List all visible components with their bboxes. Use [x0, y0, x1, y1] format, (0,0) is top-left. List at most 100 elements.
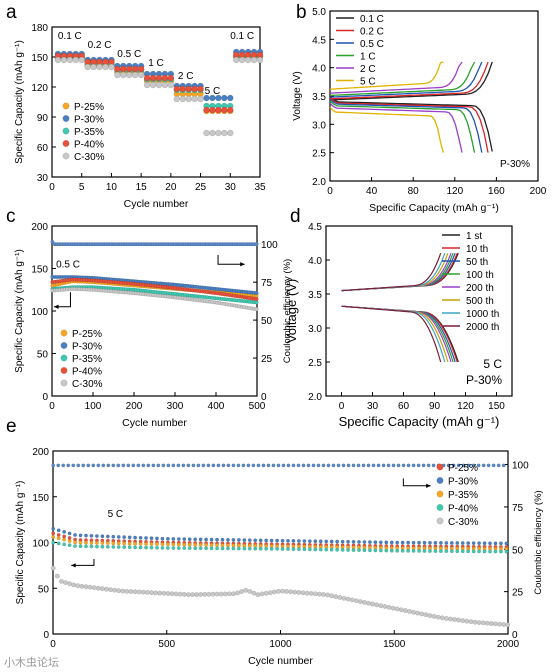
panel-e: e0 500 1000 1500 20000501001502000255075100C… — [6, 416, 544, 667]
legend-entry: 100 th — [466, 270, 494, 281]
data-point — [357, 599, 363, 604]
data-point — [243, 587, 249, 593]
data-point — [460, 618, 466, 624]
y-tick-label: 3.0 — [308, 324, 322, 335]
legend-entry: P-30% — [74, 115, 104, 126]
data-point — [266, 463, 271, 468]
data-point — [54, 56, 62, 64]
data-point — [187, 546, 192, 551]
data-point — [126, 65, 133, 73]
data-point — [155, 74, 163, 82]
legend-entry: P-25% — [448, 463, 478, 474]
data-point — [411, 540, 416, 545]
data-point — [436, 463, 444, 471]
data-point — [456, 617, 462, 623]
data-point — [146, 463, 151, 468]
data-point — [389, 540, 394, 545]
data-point — [96, 463, 101, 468]
data-point — [187, 537, 192, 542]
data-point — [406, 463, 411, 468]
data-point — [204, 537, 209, 542]
data-point — [486, 463, 491, 468]
data-point — [491, 463, 496, 468]
data-point — [105, 541, 110, 546]
data-point — [482, 541, 487, 546]
data-point — [161, 81, 169, 89]
data-point — [60, 329, 68, 337]
data-point — [104, 586, 109, 592]
data-point — [308, 591, 314, 596]
data-point — [51, 531, 56, 536]
data-point — [108, 63, 115, 71]
data-point — [206, 463, 211, 468]
data-point — [62, 542, 67, 547]
data-point — [95, 541, 99, 545]
data-point — [253, 538, 258, 543]
data-point — [254, 291, 259, 296]
data-point — [333, 594, 339, 600]
legend-entry: P-25% — [74, 102, 104, 113]
data-point — [460, 541, 465, 545]
data-point — [78, 544, 83, 549]
x-tick-label: 15 — [136, 182, 148, 193]
data-point — [73, 544, 77, 548]
data-point — [436, 517, 444, 525]
data-point — [239, 589, 244, 595]
y-axis-label: Specific Capacity (mAh g⁻¹) — [15, 481, 26, 605]
data-point — [452, 617, 457, 622]
data-point — [466, 549, 471, 554]
data-point — [182, 537, 187, 542]
data-point — [54, 573, 60, 579]
data-point — [296, 463, 301, 468]
charge-curve — [341, 252, 442, 292]
data-point — [291, 547, 296, 552]
data-point — [422, 540, 427, 545]
legend-entry: P-35% — [72, 354, 102, 365]
y-tick-label: 120 — [31, 83, 48, 94]
data-point — [244, 56, 252, 64]
data-point — [346, 539, 350, 544]
x-tick-label: 90 — [429, 401, 441, 412]
data-point — [443, 616, 449, 621]
x-tick-label: 1500 — [383, 639, 406, 650]
data-point — [101, 463, 106, 468]
data-point — [179, 85, 186, 93]
y-tick-label: 2.0 — [308, 392, 322, 403]
data-point — [477, 541, 482, 546]
data-point — [89, 540, 94, 545]
charge-curve — [329, 61, 493, 101]
data-point — [280, 538, 285, 543]
data-point — [131, 71, 139, 79]
data-point — [144, 545, 148, 550]
data-point — [197, 95, 204, 103]
arrow-line — [71, 558, 95, 566]
data-point — [73, 540, 77, 545]
data-point — [391, 463, 396, 468]
x-axis-label: Cycle number — [122, 417, 187, 429]
data-point — [256, 463, 261, 468]
x-tick-label: 40 — [366, 186, 378, 197]
data-point — [373, 540, 378, 545]
data-point — [242, 546, 247, 551]
data-point — [326, 463, 331, 468]
data-point — [324, 539, 329, 544]
data-point — [384, 540, 389, 545]
data-point — [466, 541, 471, 545]
legend-entry: 0.2 C — [360, 27, 384, 38]
rate-label: 2 C — [178, 71, 194, 82]
data-point — [356, 463, 361, 468]
data-point — [241, 463, 246, 468]
data-point — [171, 537, 176, 541]
data-point — [464, 618, 470, 624]
data-point — [177, 591, 183, 597]
x-tick-label: 200 — [126, 401, 143, 412]
data-point — [341, 595, 347, 601]
data-point — [236, 463, 241, 468]
discharge-curve — [329, 96, 493, 152]
data-point — [337, 595, 343, 600]
x-tick-label: 400 — [208, 401, 225, 412]
data-point — [59, 578, 64, 584]
data-point — [247, 546, 252, 551]
data-point — [411, 548, 416, 553]
data-point — [313, 547, 318, 552]
